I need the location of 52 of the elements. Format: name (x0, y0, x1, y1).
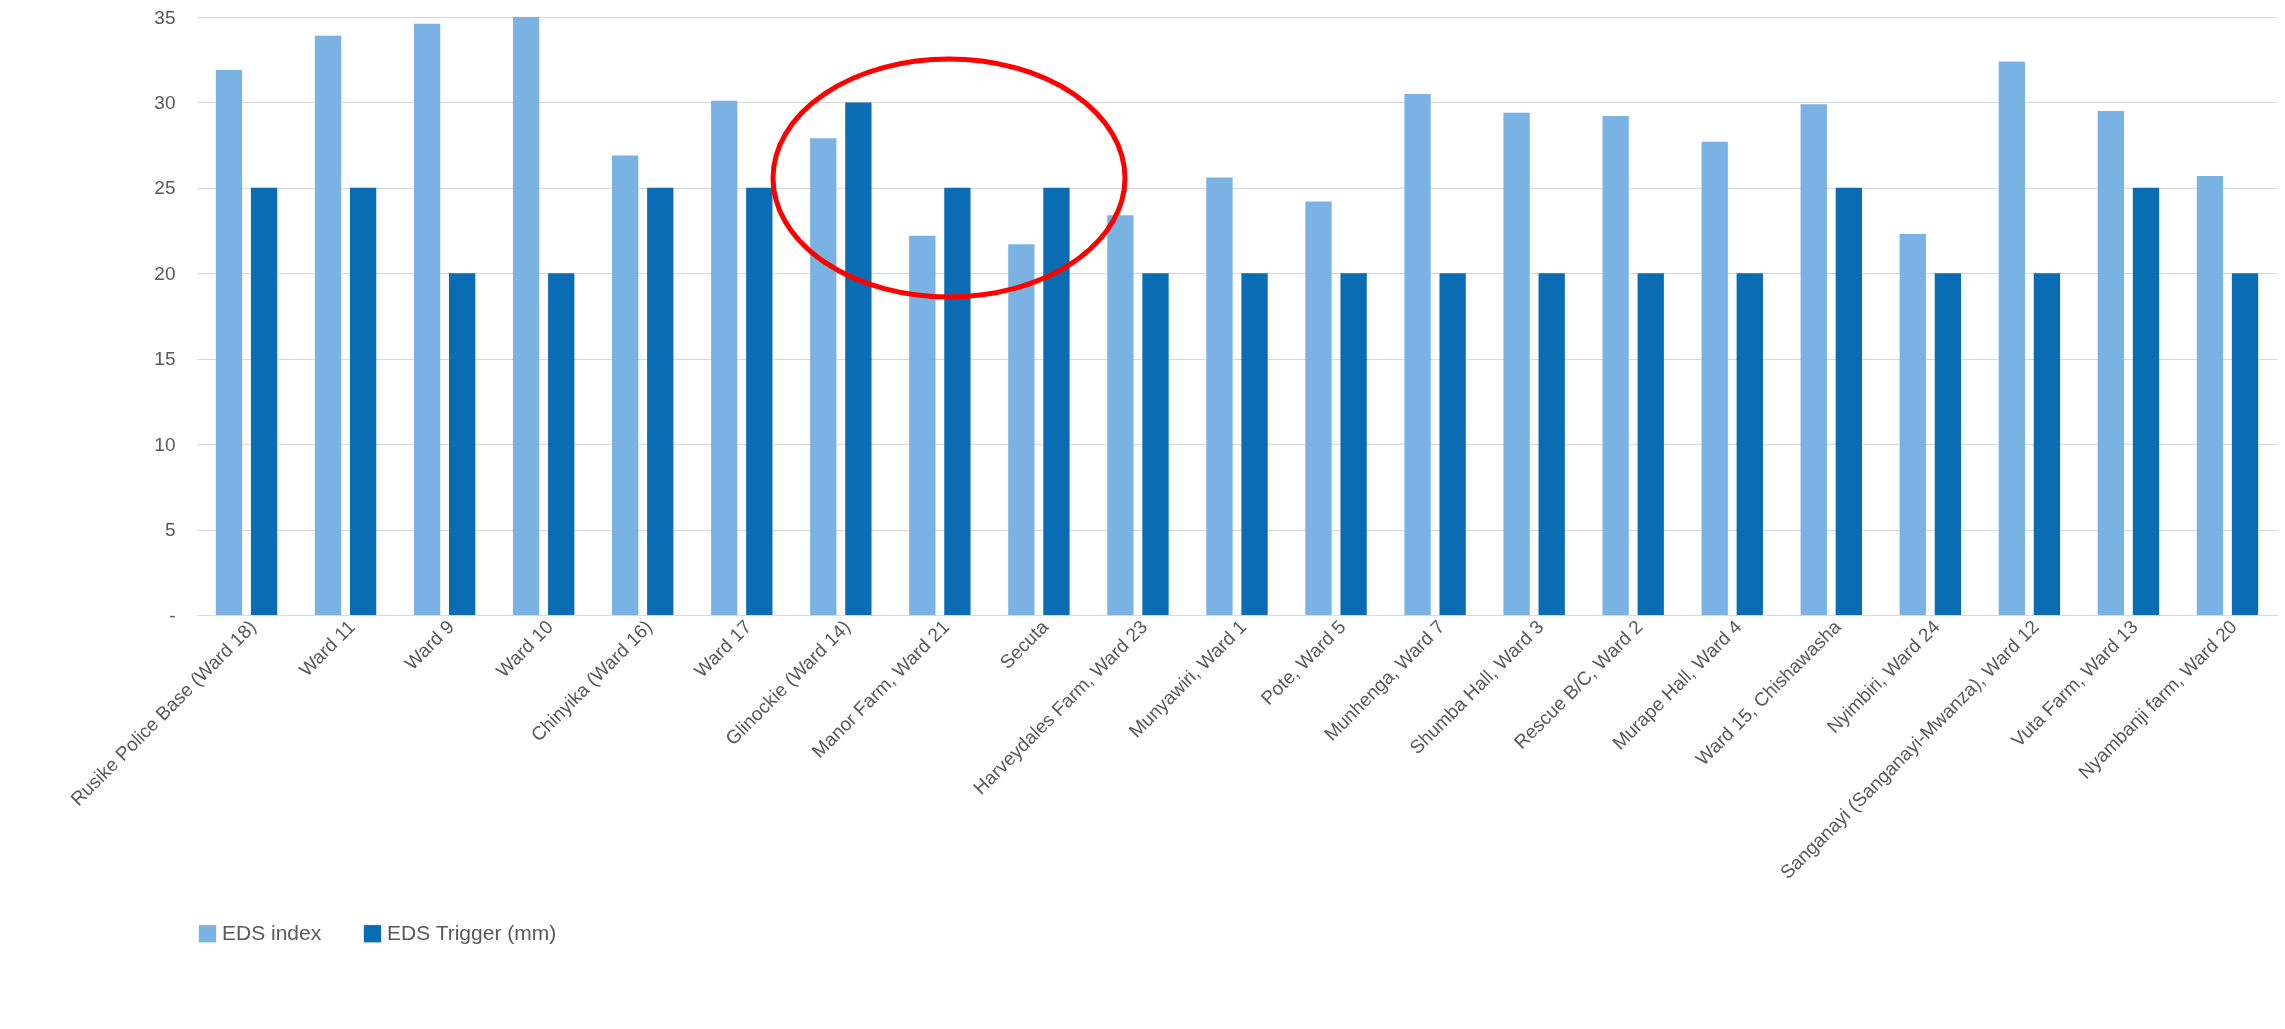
y-tick-label: - (169, 604, 176, 626)
bar (711, 100, 738, 615)
bar (2231, 273, 2259, 615)
bar (1404, 93, 1431, 615)
bar (612, 155, 639, 615)
bar (1439, 273, 1466, 615)
bar (845, 102, 872, 615)
bar (1835, 187, 1862, 615)
bar (1736, 273, 1763, 615)
y-tick-label: 10 (154, 433, 176, 455)
legend-label: EDS index (222, 920, 322, 944)
bar (1998, 61, 2025, 615)
bar (1800, 104, 1827, 615)
bar (349, 187, 377, 615)
y-tick-label: 25 (154, 177, 176, 199)
bar (512, 17, 540, 615)
bar (1503, 112, 1530, 615)
bar (1043, 187, 1070, 615)
bar (1206, 177, 1233, 615)
bar (1602, 116, 1629, 615)
y-tick-label: 5 (164, 519, 176, 541)
bar (810, 138, 837, 615)
bar (1107, 215, 1134, 615)
bar (2196, 175, 2224, 615)
bar (746, 187, 773, 615)
y-tick-label: 30 (154, 91, 176, 113)
bar (1142, 273, 1169, 615)
bar (250, 187, 278, 615)
legend-label: EDS Trigger (mm) (387, 920, 557, 944)
bar (1934, 273, 1962, 615)
bar (413, 23, 441, 615)
bar (1008, 244, 1035, 615)
bar (215, 69, 243, 615)
bar (2033, 273, 2061, 615)
bar (1305, 201, 1332, 615)
bar (2132, 187, 2160, 615)
bar (314, 35, 342, 615)
bar (647, 187, 674, 615)
bar (1899, 233, 1926, 615)
bar (2097, 110, 2125, 615)
y-tick-label: 15 (154, 348, 176, 370)
bar (1340, 273, 1367, 615)
bar (909, 235, 936, 615)
y-tick-label: 35 (154, 6, 176, 28)
bar (1701, 141, 1728, 615)
bar (1538, 273, 1565, 615)
bar (1241, 273, 1268, 615)
y-tick-label: 20 (154, 262, 176, 284)
bar (1637, 273, 1664, 615)
bar (548, 273, 575, 615)
bar (944, 187, 971, 615)
bar (449, 273, 476, 615)
